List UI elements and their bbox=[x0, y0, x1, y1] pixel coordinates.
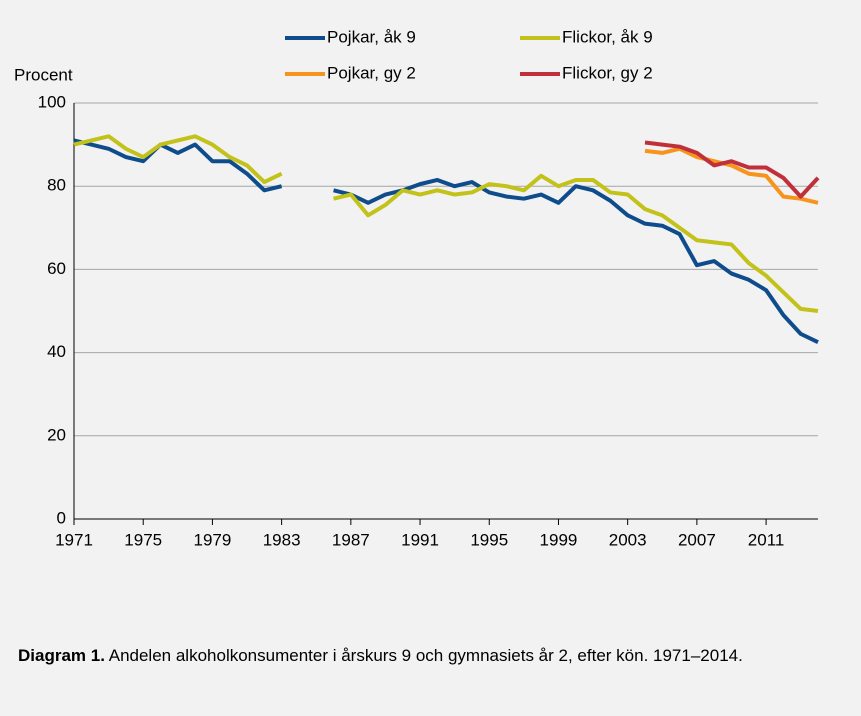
x-tick-label: 1999 bbox=[540, 530, 578, 549]
y-tick-label: 100 bbox=[38, 92, 66, 111]
caption-label: Diagram 1. bbox=[18, 646, 105, 665]
caption: Diagram 1. Andelen alkoholkonsumenter i … bbox=[18, 645, 848, 667]
x-tick-label: 1975 bbox=[124, 530, 162, 549]
legend-label: Flickor, åk 9 bbox=[562, 27, 653, 46]
x-tick-label: 2003 bbox=[609, 530, 647, 549]
series-line bbox=[73, 138, 819, 345]
x-tick-label: 1983 bbox=[263, 530, 301, 549]
y-axis-label: Procent bbox=[14, 65, 73, 84]
x-tick-label: 1995 bbox=[470, 530, 508, 549]
caption-text: Andelen alkoholkonsumenter i årskurs 9 o… bbox=[108, 646, 743, 665]
series-line bbox=[644, 146, 819, 205]
x-tick-label: 1991 bbox=[401, 530, 439, 549]
series-line bbox=[73, 134, 819, 313]
y-tick-label: 20 bbox=[47, 425, 66, 444]
x-tick-label: 1979 bbox=[194, 530, 232, 549]
x-tick-label: 1987 bbox=[332, 530, 370, 549]
x-tick-label: 2007 bbox=[678, 530, 716, 549]
y-tick-label: 80 bbox=[47, 176, 66, 195]
y-tick-label: 0 bbox=[57, 508, 66, 527]
x-tick-label: 2011 bbox=[748, 530, 785, 549]
legend-label: Pojkar, gy 2 bbox=[327, 63, 416, 82]
y-tick-label: 60 bbox=[47, 259, 66, 278]
x-tick-label: 1971 bbox=[55, 530, 93, 549]
legend-label: Flickor, gy 2 bbox=[562, 63, 653, 82]
y-tick-label: 40 bbox=[47, 342, 66, 361]
series-line bbox=[644, 140, 820, 199]
legend-label: Pojkar, åk 9 bbox=[327, 27, 416, 46]
